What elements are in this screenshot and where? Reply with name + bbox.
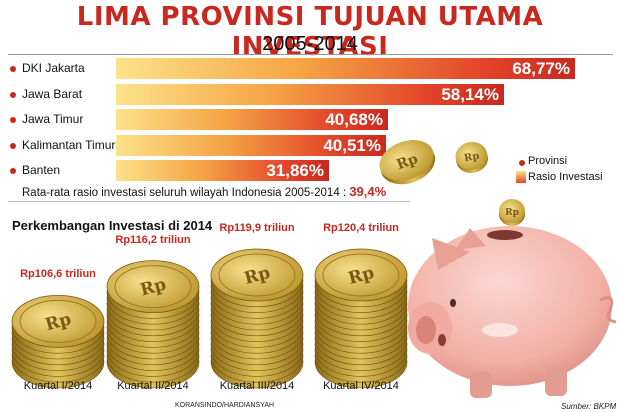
legend-dot-icon <box>519 160 525 166</box>
province-dot-icon <box>10 117 16 123</box>
province-name: DKI Jakarta <box>22 61 85 75</box>
svg-text:Rp: Rp <box>463 151 480 164</box>
quarter-value: Rp116,2 triliun <box>115 233 191 246</box>
quarter-label: Kuartal III/2014 <box>219 380 295 392</box>
source-text: Sumber: BKPM <box>561 402 617 411</box>
province-dot-icon <box>10 91 16 98</box>
province-bar: 31,86% <box>116 160 329 181</box>
province-name: Jawa Barat <box>22 86 83 101</box>
chart-subtitle: 2005-2014 <box>262 33 358 55</box>
province-name: Kalimantan Timur <box>22 137 116 152</box>
province-name: Banten <box>22 163 61 177</box>
quarterly-chart-title: Perkembangan Investasi di 2014 <box>12 218 213 233</box>
svg-text:Rp: Rp <box>505 208 519 218</box>
province-dot-icon <box>10 142 16 149</box>
province-dot-icon <box>10 66 16 72</box>
quarter-value: Rp119,9 triliun <box>219 222 295 234</box>
legend-item-rasio: Rasio Investasi <box>528 171 603 183</box>
svg-text:Rp: Rp <box>395 151 421 173</box>
province-bar-value: 40,51% <box>323 135 381 155</box>
falling-coins-icon: Rp Rp Rp <box>379 139 525 226</box>
province-bar-value: 68,77% <box>512 59 570 78</box>
quarter-value: Rp106,6 triliun <box>20 268 96 281</box>
coin-stack-1: Rp <box>11 294 105 389</box>
coin-stack-2: Rp <box>106 260 200 389</box>
quarter-label: Kuartal IV/2014 <box>323 380 399 392</box>
average-annotation-value: 39,4% <box>349 184 387 199</box>
province-bar-value: 40,68% <box>325 110 383 129</box>
average-divider <box>8 201 410 202</box>
legend-item-provinsi: Provinsi <box>528 155 568 167</box>
province-bar: 58,14% <box>116 83 504 105</box>
province-dot-icon <box>10 168 16 174</box>
province-bar: 40,68% <box>116 109 388 130</box>
province-bar: 40,51% <box>116 134 386 156</box>
coin-stack-3: Rp <box>210 248 304 389</box>
legend-swatch-icon <box>516 171 526 183</box>
province-name: Jawa Timur <box>22 112 84 126</box>
piggy-bank-icon <box>408 226 617 398</box>
province-bar-value: 58,14% <box>441 84 499 104</box>
coin-stack-4: Rp <box>314 248 408 389</box>
average-annotation: Rata-rata rasio investasi seluruh wilaya… <box>22 184 386 199</box>
province-bar: 68,77% <box>116 58 575 79</box>
province-bar-value: 31,86% <box>266 161 324 180</box>
average-annotation-text: Rata-rata rasio investasi seluruh wilaya… <box>22 187 347 199</box>
quarter-label: Kuartal I/2014 <box>23 380 93 392</box>
chart-title: LIMA PROVINSI TUJUAN UTAMA INVESTASI <box>76 2 544 62</box>
quarter-value: Rp120,4 triliun <box>323 222 399 234</box>
credit-text: KORANSINDO/HARDIANSYAH <box>175 402 275 409</box>
quarter-label: Kuartal II/2014 <box>117 380 189 392</box>
title-divider <box>8 54 613 55</box>
